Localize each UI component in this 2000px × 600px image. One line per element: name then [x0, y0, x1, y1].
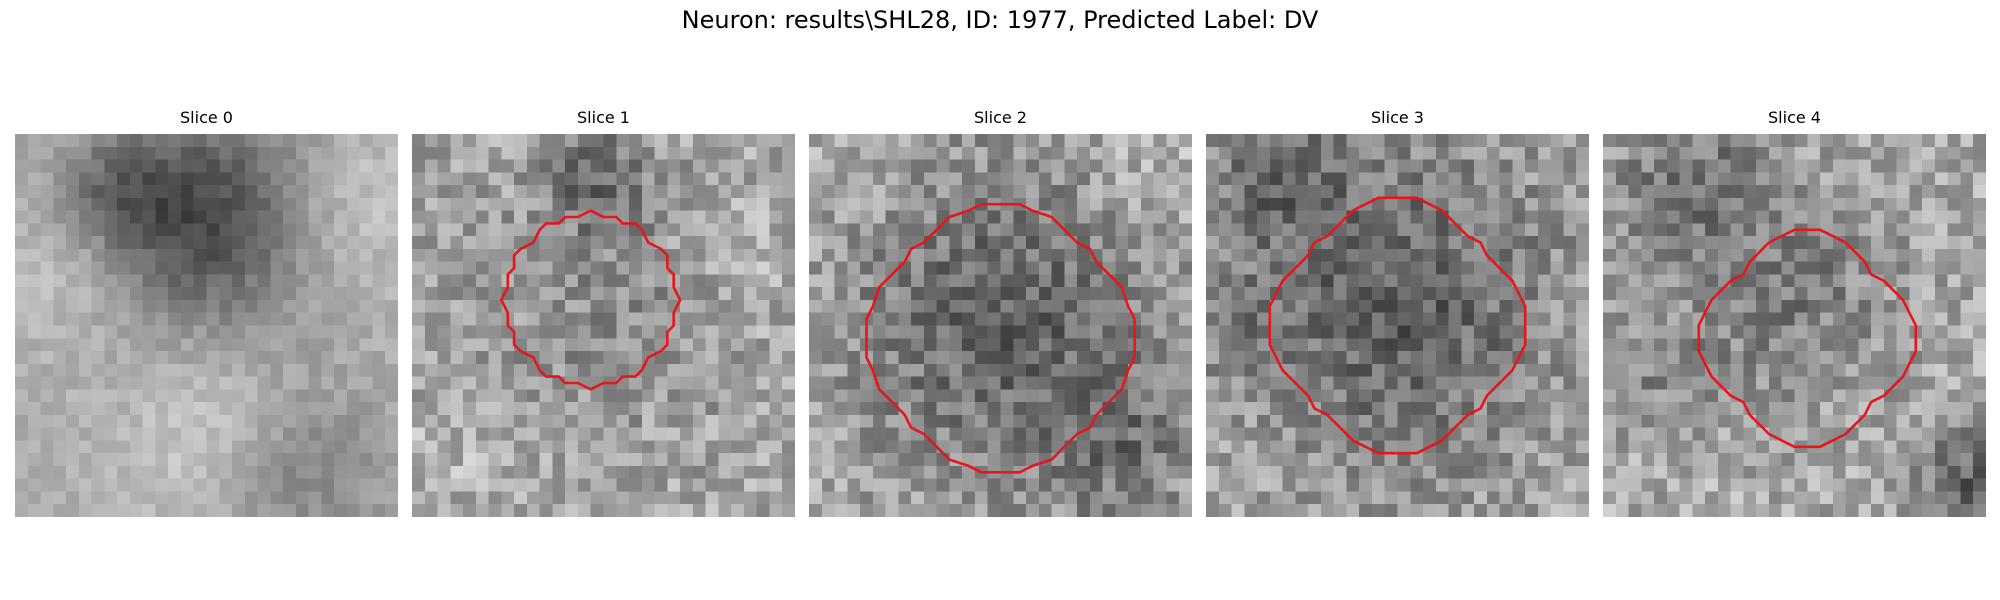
figure-title: Neuron: results\SHL28, ID: 1977, Predict…: [681, 6, 1319, 34]
slice-title-4: Slice 4: [1768, 108, 1821, 127]
slice-pixels-4: [1603, 134, 1986, 517]
cell-contour-1: [500, 209, 682, 391]
slice-pixels-0: [15, 134, 398, 517]
contour-overlay-4: [1697, 228, 1918, 449]
contour-overlay-3: [1268, 196, 1527, 455]
cell-contour-3: [1268, 196, 1527, 455]
slice-image-3: [1206, 134, 1589, 517]
slice-image-2: [809, 134, 1192, 517]
slice-image-1: [412, 134, 795, 517]
slice-image-4: [1603, 134, 1986, 517]
slice-title-3: Slice 3: [1371, 108, 1424, 127]
contour-overlay-2: [865, 202, 1136, 474]
contour-overlay-1: [500, 209, 682, 391]
contour-overlay-0: [15, 134, 398, 517]
cell-contour-4: [1697, 228, 1918, 449]
slice-title-2: Slice 2: [974, 108, 1027, 127]
slice-image-0: [15, 134, 398, 517]
slice-title-0: Slice 0: [180, 108, 233, 127]
slice-title-1: Slice 1: [577, 108, 630, 127]
cell-contour-2: [865, 202, 1136, 474]
slice-pixels-2: [809, 134, 1192, 517]
slice-pixels-1: [412, 134, 795, 517]
